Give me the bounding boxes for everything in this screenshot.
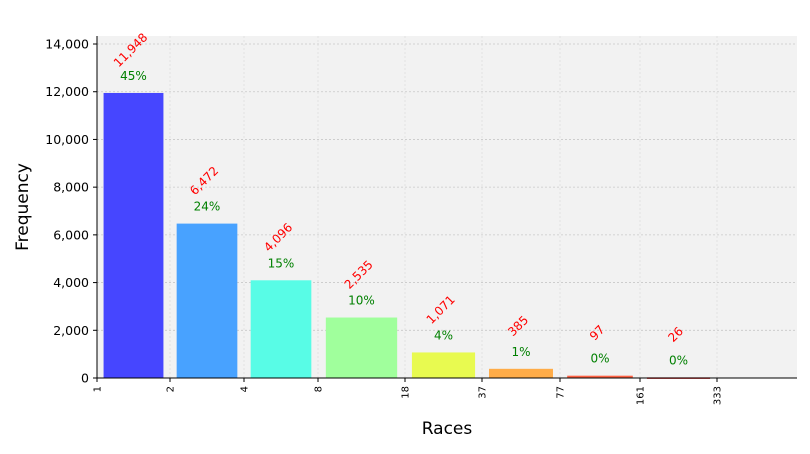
y-tick-label: 2,000 — [53, 323, 89, 338]
x-tick-label: 1 — [93, 386, 104, 392]
y-tick-label: 10,000 — [45, 132, 89, 147]
x-tick-label: 2 — [166, 386, 177, 392]
y-axis-label: Frequency — [13, 163, 33, 251]
bar-percent-label: 4% — [434, 328, 453, 342]
bars — [103, 92, 711, 379]
bar — [250, 280, 312, 378]
y-tick-label: 0 — [81, 371, 89, 386]
x-tick-label: 4 — [240, 386, 251, 392]
x-ticks: 1 2 4 8 18 37 77 161 333 — [93, 378, 724, 405]
y-tick-label: 4,000 — [53, 275, 89, 290]
bar-percent-label: 45% — [120, 69, 147, 83]
x-tick-label: 333 — [713, 386, 724, 405]
x-axis-label: Races — [422, 419, 473, 439]
bar — [176, 223, 238, 378]
x-tick-label: 18 — [401, 386, 412, 399]
bar-percent-label: 1% — [511, 345, 530, 359]
y-tick-label: 8,000 — [53, 180, 89, 195]
bar — [411, 352, 476, 378]
x-tick-label: 77 — [556, 386, 567, 399]
x-tick-label: 8 — [314, 386, 325, 392]
y-ticks: 0 2,000 4,000 6,000 8,000 10,000 12,000 14,000 — [45, 37, 97, 386]
y-tick-label: 14,000 — [45, 37, 89, 52]
y-tick-label: 6,000 — [53, 227, 89, 242]
bar-percent-label: 0% — [669, 353, 688, 367]
bar-percent-label: 15% — [268, 256, 295, 270]
bar — [567, 375, 633, 378]
y-tick-label: 12,000 — [45, 84, 89, 99]
bar — [489, 368, 553, 378]
bar-percent-label: 24% — [194, 200, 221, 214]
bar — [325, 317, 398, 378]
x-tick-label: 37 — [478, 386, 489, 399]
bar — [103, 92, 164, 378]
x-tick-label: 161 — [636, 386, 647, 405]
bar-percent-label: 0% — [590, 352, 609, 366]
bar-percent-label: 10% — [348, 294, 375, 308]
